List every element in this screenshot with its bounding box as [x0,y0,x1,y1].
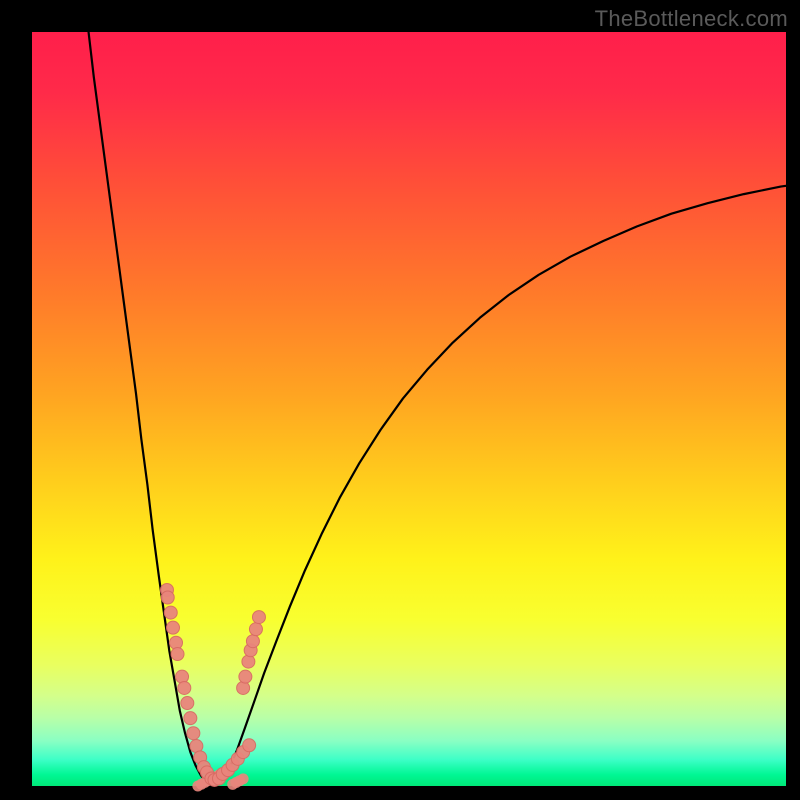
data-marker [167,621,180,634]
data-marker [161,591,174,604]
curve-layer [32,32,786,786]
data-marker [187,727,200,740]
data-marker [171,648,184,661]
data-marker [237,681,250,694]
data-marker [242,655,255,668]
data-marker [239,670,252,683]
watermark-text: TheBottleneck.com [595,6,788,32]
data-marker [178,681,191,694]
data-marker [249,623,262,636]
cluster-marker [238,773,249,784]
data-marker [176,670,189,683]
data-marker [164,606,177,619]
data-marker [243,739,256,752]
data-marker [246,635,259,648]
data-marker [252,611,265,624]
chart-canvas: TheBottleneck.com [0,0,800,800]
bottleneck-curve [89,32,215,786]
data-marker [184,712,197,725]
data-marker [181,697,194,710]
bottleneck-curve [214,186,786,786]
plot-area [32,32,786,786]
